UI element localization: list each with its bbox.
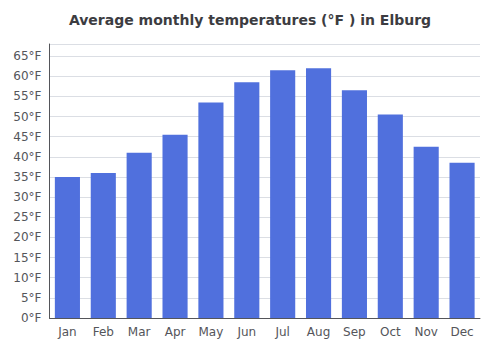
svg-text:Sep: Sep [343, 325, 366, 339]
svg-text:65°F: 65°F [13, 49, 41, 63]
svg-text:May: May [199, 325, 224, 339]
svg-text:Mar: Mar [128, 325, 151, 339]
svg-text:60°F: 60°F [13, 69, 41, 83]
svg-text:Nov: Nov [414, 325, 437, 339]
svg-text:20°F: 20°F [13, 230, 41, 244]
svg-text:Feb: Feb [93, 325, 114, 339]
svg-text:55°F: 55°F [13, 89, 41, 103]
svg-text:Apr: Apr [165, 325, 186, 339]
svg-text:5°F: 5°F [21, 291, 42, 305]
svg-text:40°F: 40°F [13, 150, 41, 164]
svg-text:10°F: 10°F [13, 271, 41, 285]
svg-text:0°F: 0°F [21, 311, 42, 325]
svg-text:Jun: Jun [236, 325, 256, 339]
svg-text:Aug: Aug [307, 325, 330, 339]
svg-text:Dec: Dec [450, 325, 473, 339]
svg-text:35°F: 35°F [13, 170, 41, 184]
svg-text:Jul: Jul [274, 325, 289, 339]
svg-text:45°F: 45°F [13, 130, 41, 144]
svg-text:15°F: 15°F [13, 251, 41, 265]
svg-text:30°F: 30°F [13, 190, 41, 204]
svg-text:Average monthly temperatures (: Average monthly temperatures (°F ) in El… [69, 12, 431, 28]
svg-text:50°F: 50°F [13, 110, 41, 124]
svg-text:25°F: 25°F [13, 210, 41, 224]
svg-text:Oct: Oct [380, 325, 401, 339]
svg-text:Jan: Jan [57, 325, 77, 339]
